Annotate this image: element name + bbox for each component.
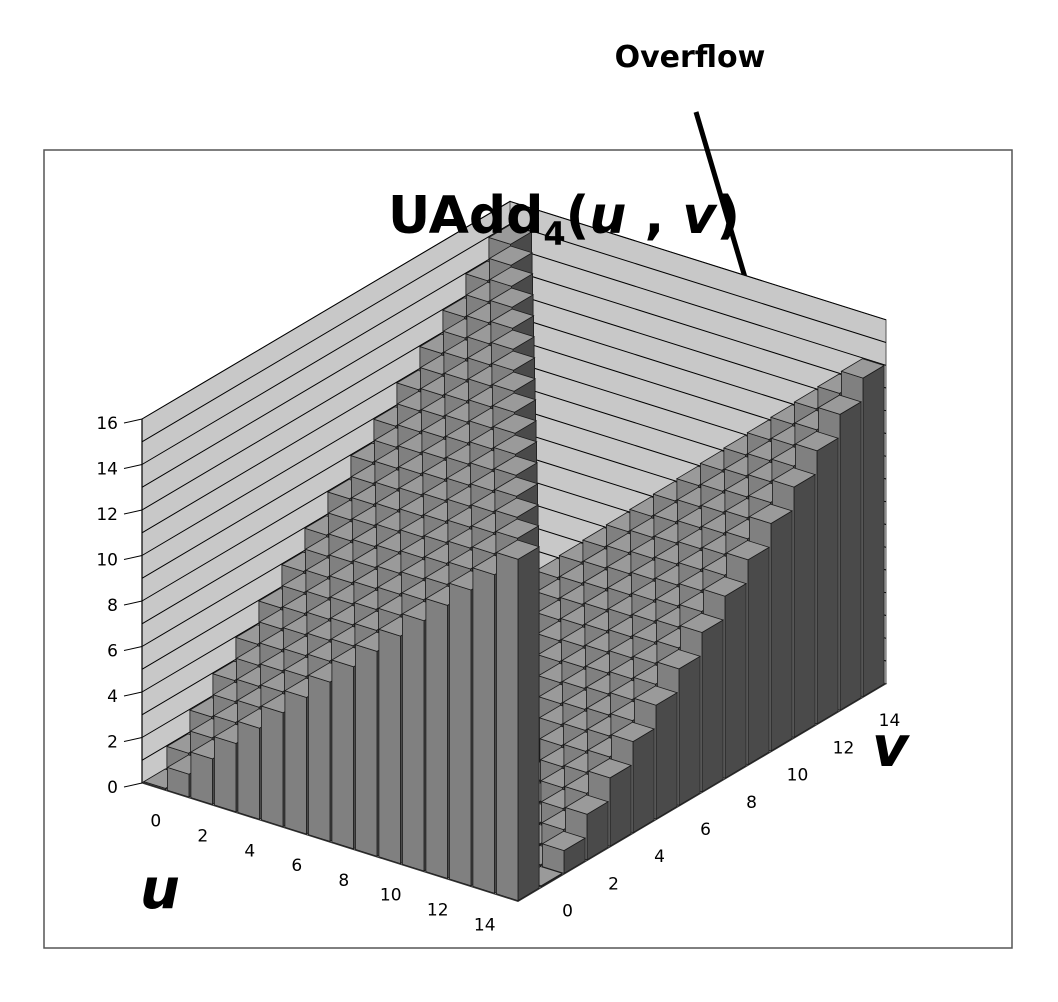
z-tick-label: 12: [96, 505, 118, 525]
u-tick-label: 6: [291, 856, 302, 876]
v-axis-tick-labels: 0 2 4 6 8 10 12 14: [562, 711, 900, 921]
chart-title-sep: ,: [626, 186, 682, 246]
z-tick-mark: [123, 555, 143, 560]
z-tick-mark: [123, 600, 143, 606]
v-axis-label: v: [872, 715, 910, 780]
z-tick-mark: [123, 691, 143, 697]
z-tick-mark: [123, 646, 143, 651]
u-tick-label: 10: [380, 886, 402, 906]
chart-title-close: ): [716, 186, 740, 246]
u-tick-label: 4: [244, 841, 255, 861]
u-axis-tick-labels: 0 2 4 6 8 10 12 14: [150, 812, 495, 936]
bar: [541, 830, 587, 875]
u-tick-label: 0: [150, 812, 161, 832]
v-tick-label: 0: [562, 902, 573, 922]
chart-title-v: v: [682, 186, 718, 246]
chart-title-open: (: [566, 186, 590, 246]
v-tick-label: 4: [654, 847, 665, 867]
chart-title: UAdd4(u , v): [388, 186, 740, 253]
z-tick-mark: [123, 737, 143, 742]
z-tick-label: 10: [96, 551, 118, 571]
z-tick-label: 8: [107, 596, 118, 616]
z-tick-label: 2: [107, 733, 118, 753]
v-tick-label: 12: [833, 738, 855, 758]
u-axis-label: u: [140, 857, 180, 922]
u-tick-label: 12: [427, 901, 449, 921]
z-tick-label: 0: [107, 778, 118, 798]
chart-title-subscript: 4: [543, 215, 565, 253]
v-tick-label: 6: [700, 820, 711, 840]
gridline: [141, 200, 887, 420]
z-tick-label: 6: [107, 642, 118, 662]
u-tick-label: 8: [338, 871, 349, 891]
bar: [495, 539, 541, 902]
z-axis-tick-labels: 0 2 4 6 8 10 12 14 16: [96, 414, 118, 798]
z-tick-mark: [123, 509, 143, 515]
z-tick-mark: [123, 464, 143, 469]
u-tick-label: 2: [197, 827, 208, 847]
chart-frame: [43, 149, 1013, 949]
chart-title-u: u: [589, 186, 626, 246]
v-tick-label: 8: [746, 793, 757, 813]
z-tick-label: 4: [107, 687, 118, 707]
overflow-annotation: Overflow: [615, 40, 766, 75]
chart-title-main: UAdd: [388, 186, 543, 246]
v-tick-label: 2: [608, 874, 619, 894]
gridline: [141, 223, 887, 443]
chart-bars: [142, 224, 886, 902]
z-tick-mark: [123, 782, 143, 788]
u-tick-label: 14: [474, 915, 496, 935]
z-tick-label: 16: [96, 414, 118, 434]
v-tick-label: 10: [787, 766, 809, 786]
v-tick-label: 14: [879, 711, 901, 731]
z-tick-label: 14: [96, 460, 118, 480]
z-tick-mark: [123, 418, 143, 424]
z-axis: [123, 418, 143, 788]
